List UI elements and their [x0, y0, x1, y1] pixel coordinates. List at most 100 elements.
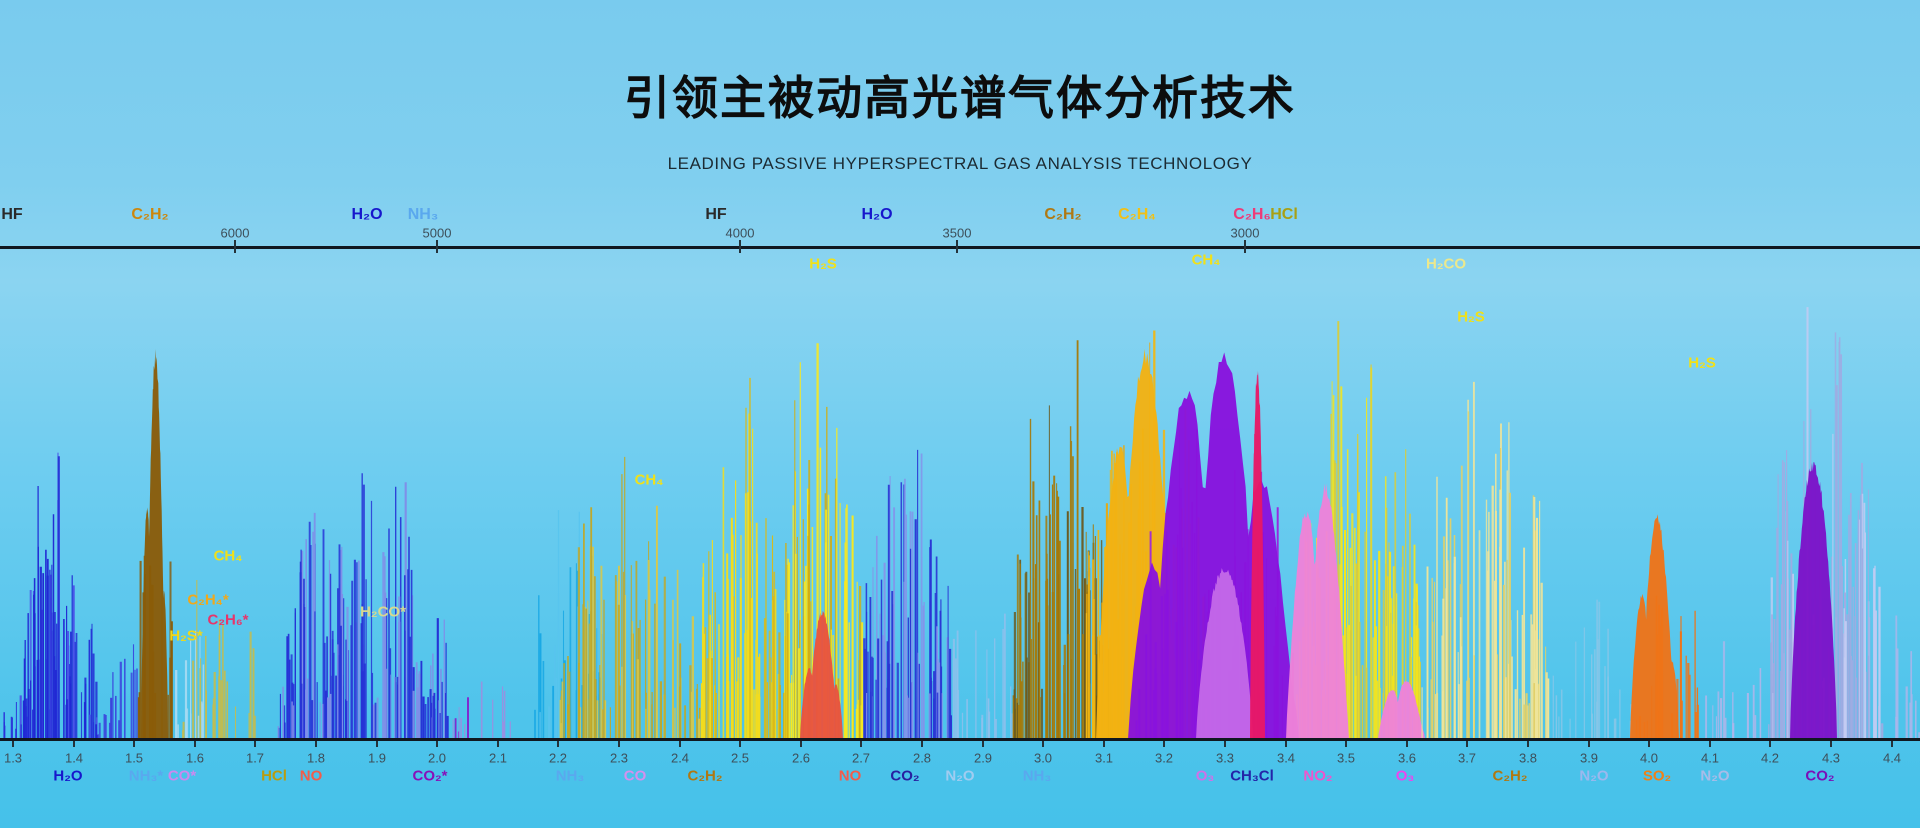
- spectral-band-25-NO: [1378, 680, 1425, 739]
- top-axis-tick-mark: [436, 240, 438, 253]
- bottom-axis-tick-mark: [1163, 741, 1165, 747]
- bottom-axis-line: [0, 738, 1920, 741]
- gas-label-CH: C₂H₂: [131, 206, 169, 223]
- gas-label-NO: N₂O: [945, 767, 975, 785]
- bottom-axis-tick-label: 3.2: [1154, 750, 1174, 766]
- bottom-axis-tick-mark: [254, 741, 256, 747]
- gas-label-NH: NH₃: [1022, 767, 1052, 785]
- bottom-axis-tick-mark: [921, 741, 923, 747]
- gas-label-CHCl: CH₃Cl: [1230, 767, 1274, 785]
- bottom-axis-tick-mark: [1830, 741, 1832, 747]
- bottom-axis-tick-label: 2.9: [973, 750, 993, 766]
- bottom-axis-tick-mark: [618, 741, 620, 747]
- bottom-axis-tick-mark: [1042, 741, 1044, 747]
- bottom-axis-tick-label: 1.9: [367, 750, 387, 766]
- bottom-axis-tick-label: 1.3: [3, 750, 23, 766]
- top-axis-tick-mark: [739, 240, 741, 253]
- bottom-axis-tick-mark: [1648, 741, 1650, 747]
- bottom-axis-tick-mark: [1709, 741, 1711, 747]
- spectral-band-8-CO: [452, 681, 512, 739]
- gas-label-CO: CO*: [167, 767, 197, 785]
- gas-label-NO: NO: [838, 767, 862, 785]
- gas-label-HO: H₂O: [53, 767, 83, 785]
- bottom-axis-tick-mark: [1103, 741, 1105, 747]
- top-axis-tick-mark: [956, 240, 958, 253]
- spectral-band-29-SO: [1630, 514, 1679, 739]
- top-axis-tick-label: 6000: [220, 225, 250, 241]
- bottom-axis-tick-label: 2.4: [670, 750, 690, 766]
- gas-label-CH: C₂H₂: [1492, 767, 1528, 785]
- bottom-axis-tick-mark: [1769, 741, 1771, 747]
- bottom-axis-tick-label: 2.7: [851, 750, 871, 766]
- inchart-gas-label-HS: H₂S: [809, 255, 837, 273]
- bottom-axis-tick-mark: [1345, 741, 1347, 747]
- bottom-axis-tick-mark: [436, 741, 438, 747]
- inchart-gas-label-CH: C₂H₆*: [207, 611, 249, 629]
- spectral-band-2-HO: [97, 644, 141, 739]
- spectral-band-27-NO: [1552, 599, 1633, 739]
- inchart-gas-label-CH: CH₄: [213, 547, 243, 565]
- bottom-axis-tick-label: 2.5: [730, 750, 750, 766]
- spectral-band-7-HCO: [277, 473, 449, 739]
- inchart-gas-label-HS: H₂S: [1457, 308, 1485, 326]
- bottom-axis-tick-mark: [800, 741, 802, 747]
- page-subtitle: LEADING PASSIVE HYPERSPECTRAL GAS ANALYS…: [667, 154, 1253, 173]
- spectral-band-15-NO: [952, 613, 1014, 739]
- bottom-axis-tick-mark: [376, 741, 378, 747]
- inchart-gas-label-CH: C₂H₄*: [187, 591, 229, 609]
- bottom-axis-tick-label: 3.4: [1276, 750, 1296, 766]
- gas-label-HF: HF: [705, 206, 727, 223]
- gas-label-O: O₃: [1195, 767, 1215, 785]
- page-title: 引领主被动高光谱气体分析技术: [624, 72, 1296, 124]
- gas-label-CO: CO: [623, 767, 647, 785]
- inchart-gas-label-CH: CH₄: [1191, 251, 1221, 269]
- bottom-axis-tick-label: 1.4: [64, 750, 84, 766]
- bottom-axis-tick-mark: [1406, 741, 1408, 747]
- gas-label-CH: C₂H₆: [1233, 206, 1271, 223]
- spectral-band-22-CHCl: [1196, 568, 1253, 739]
- top-axis-line: [0, 246, 1920, 249]
- bottom-axis-tick-mark: [1285, 741, 1287, 747]
- bottom-axis-tick-label: 3.7: [1457, 750, 1477, 766]
- spectral-band-24-NO: [1286, 483, 1349, 739]
- spectral-band-32-CO: [1790, 462, 1837, 739]
- spectral-band-5-CH: [175, 630, 207, 739]
- bottom-axis-tick-label: 1.6: [185, 750, 205, 766]
- spectral-band-4-NH: [141, 349, 168, 739]
- inchart-gas-label-HCO: H₂CO: [1426, 255, 1466, 273]
- bottom-axis-tick-mark: [1588, 741, 1590, 747]
- gas-label-CH: C₂H₂: [687, 767, 723, 785]
- bottom-axis-tick-mark: [194, 741, 196, 747]
- spectral-band-1-HO: [19, 452, 99, 739]
- bottom-axis-tick-mark: [1527, 741, 1529, 747]
- gas-label-HCl: HCl: [1270, 206, 1298, 223]
- gas-label-CO: CO₂: [1805, 767, 1835, 785]
- spectral-band-10-CO: [559, 456, 701, 739]
- bottom-axis-tick-label: 3.5: [1336, 750, 1356, 766]
- bottom-axis-tick-label: 4.3: [1821, 750, 1841, 766]
- spectral-band-23-NO: [1250, 370, 1265, 739]
- spectral-band-14-CO: [863, 449, 952, 739]
- gas-label-O: O₃: [1395, 767, 1415, 785]
- spectral-band-6-HS: [182, 580, 256, 739]
- bottom-axis-tick-label: 4.1: [1700, 750, 1720, 766]
- bottom-axis-tick-label: 2.0: [427, 750, 447, 766]
- gas-label-NO: N₂O: [1700, 767, 1730, 785]
- gas-label-HF: HF: [1, 206, 23, 223]
- bottom-axis-tick-label: 2.8: [912, 750, 932, 766]
- gas-label-CO: CO₂*: [412, 767, 448, 785]
- bottom-axis-tick-label: 2.1: [488, 750, 508, 766]
- inchart-gas-label-HS: H₂S*: [169, 627, 203, 645]
- gas-label-CO: CO₂: [890, 767, 920, 785]
- bottom-axis-tick-mark: [739, 741, 741, 747]
- gas-label-NH: NH₃: [555, 767, 585, 785]
- bottom-axis-tick-label: 4.2: [1760, 750, 1780, 766]
- gas-label-NH: NH₃: [407, 206, 439, 223]
- bottom-axis-tick-label: 1.8: [306, 750, 326, 766]
- top-axis-tick-label: 3000: [1230, 225, 1260, 241]
- bottom-axis-tick-label: 3.8: [1518, 750, 1538, 766]
- bottom-axis-tick-label: 3.9: [1579, 750, 1599, 766]
- spectral-band-33-CO: [1895, 615, 1920, 739]
- bottom-axis-tick-label: 2.2: [548, 750, 568, 766]
- bottom-axis-tick-label: 3.6: [1397, 750, 1417, 766]
